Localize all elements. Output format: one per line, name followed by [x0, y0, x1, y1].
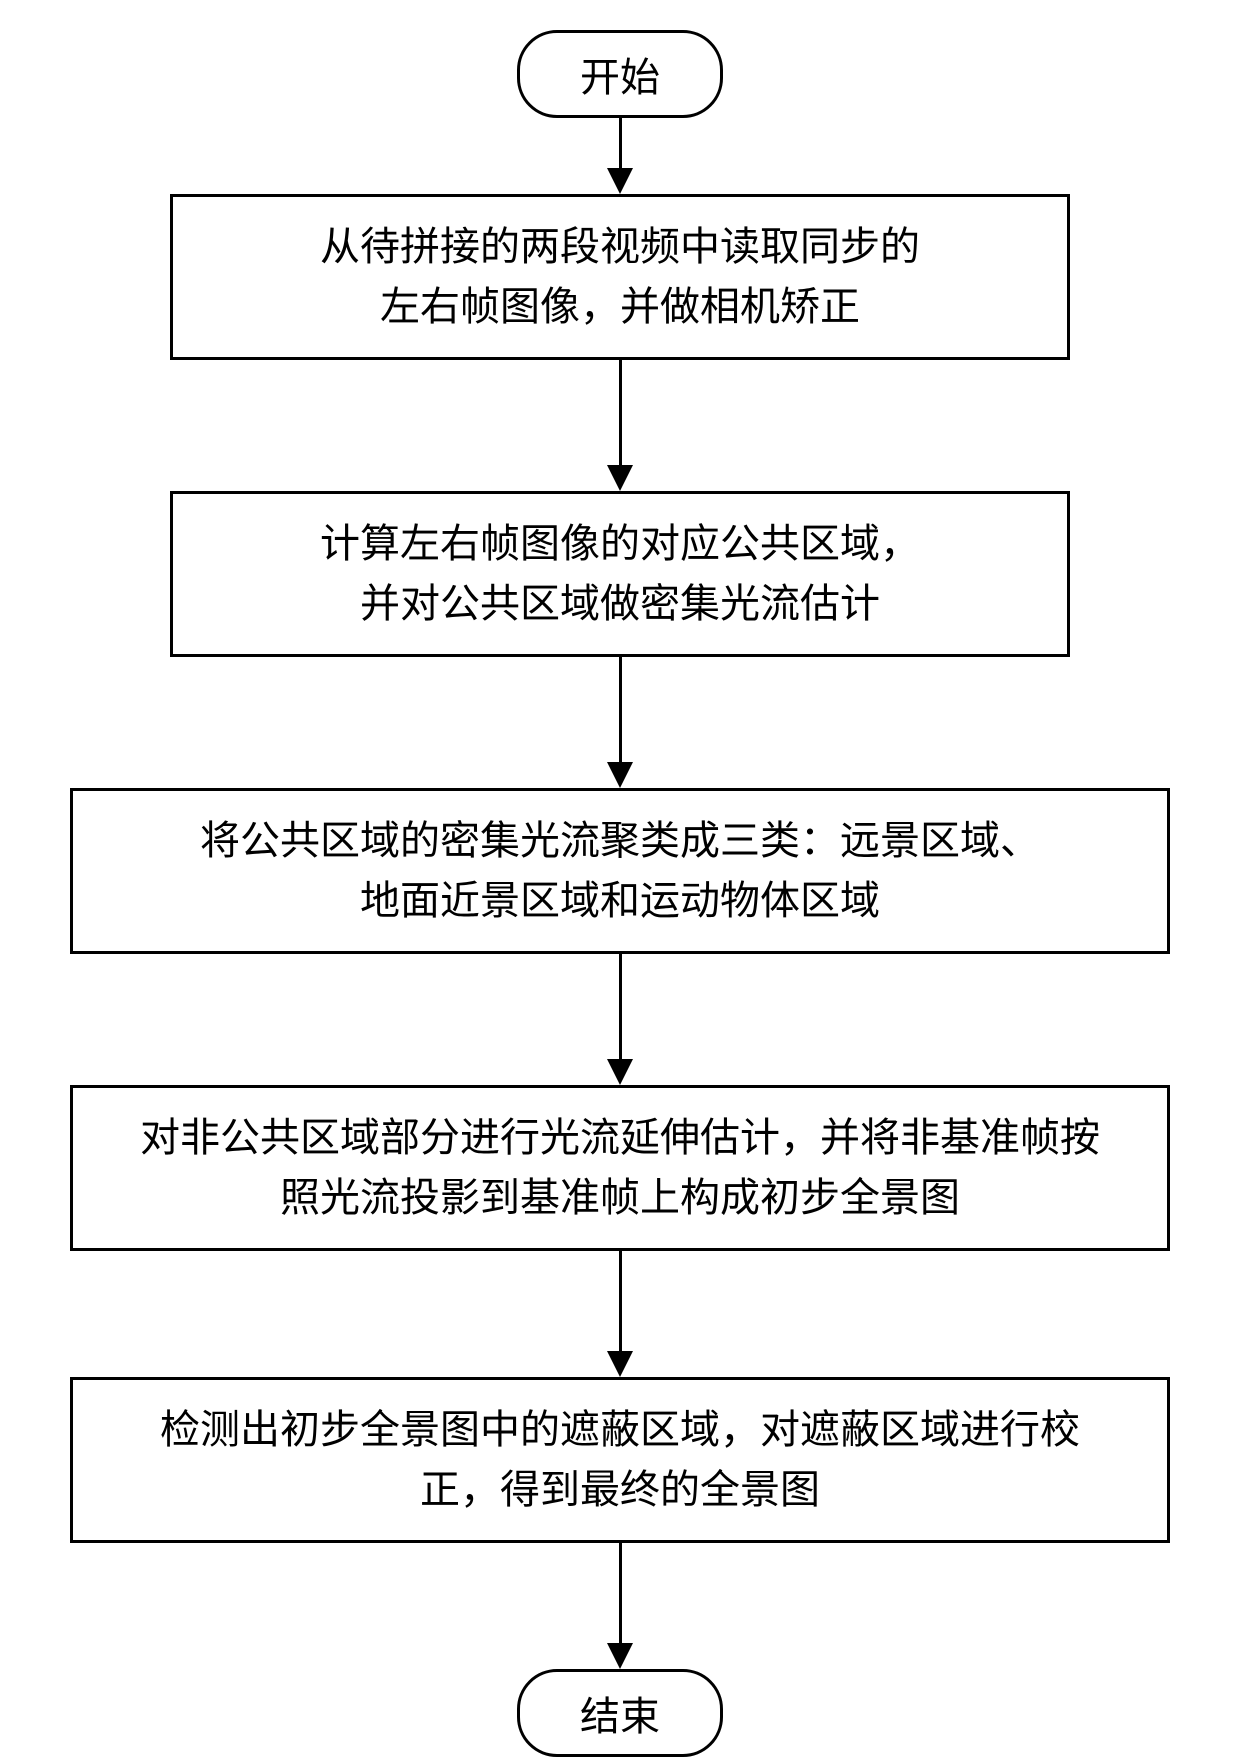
step4-line2: 照光流投影到基准帧上构成初步全景图	[280, 1175, 960, 1220]
arrow-2	[607, 360, 633, 491]
start-label: 开始	[580, 55, 660, 100]
step3-line2: 地面近景区域和运动物体区域	[360, 878, 880, 923]
arrow-line	[619, 954, 622, 1059]
arrow-line	[619, 1543, 622, 1643]
step5-line2: 正，得到最终的全景图	[420, 1467, 820, 1512]
step2-line2: 并对公共区域做密集光流估计	[360, 581, 880, 626]
start-terminator: 开始	[517, 30, 723, 118]
arrow-line	[619, 118, 622, 168]
arrow-head	[607, 1059, 633, 1085]
arrow-6	[607, 1543, 633, 1669]
arrow-line	[619, 1251, 622, 1351]
arrow-1	[607, 118, 633, 194]
arrow-head	[607, 168, 633, 194]
arrow-line	[619, 657, 622, 762]
process-step-3: 将公共区域的密集光流聚类成三类：远景区域、 地面近景区域和运动物体区域	[70, 788, 1170, 954]
arrow-line	[619, 360, 622, 465]
process-step-2: 计算左右帧图像的对应公共区域， 并对公共区域做密集光流估计	[170, 491, 1070, 657]
end-terminator: 结束	[517, 1669, 723, 1757]
step4-line1: 对非公共区域部分进行光流延伸估计，并将非基准帧按	[140, 1115, 1100, 1160]
arrow-head	[607, 465, 633, 491]
process-step-5: 检测出初步全景图中的遮蔽区域，对遮蔽区域进行校 正，得到最终的全景图	[70, 1377, 1170, 1543]
step5-line1: 检测出初步全景图中的遮蔽区域，对遮蔽区域进行校	[160, 1407, 1080, 1452]
end-label: 结束	[580, 1694, 660, 1739]
step3-line1: 将公共区域的密集光流聚类成三类：远景区域、	[200, 818, 1040, 863]
arrow-4	[607, 954, 633, 1085]
arrow-5	[607, 1251, 633, 1377]
process-step-4: 对非公共区域部分进行光流延伸估计，并将非基准帧按 照光流投影到基准帧上构成初步全…	[70, 1085, 1170, 1251]
arrow-head	[607, 1351, 633, 1377]
step1-line1: 从待拼接的两段视频中读取同步的	[320, 224, 920, 269]
step1-line2: 左右帧图像，并做相机矫正	[380, 284, 860, 329]
arrow-3	[607, 657, 633, 788]
step2-line1: 计算左右帧图像的对应公共区域，	[320, 521, 920, 566]
flowchart-container: 开始 从待拼接的两段视频中读取同步的 左右帧图像，并做相机矫正 计算左右帧图像的…	[70, 30, 1170, 1757]
arrow-head	[607, 1643, 633, 1669]
process-step-1: 从待拼接的两段视频中读取同步的 左右帧图像，并做相机矫正	[170, 194, 1070, 360]
arrow-head	[607, 762, 633, 788]
